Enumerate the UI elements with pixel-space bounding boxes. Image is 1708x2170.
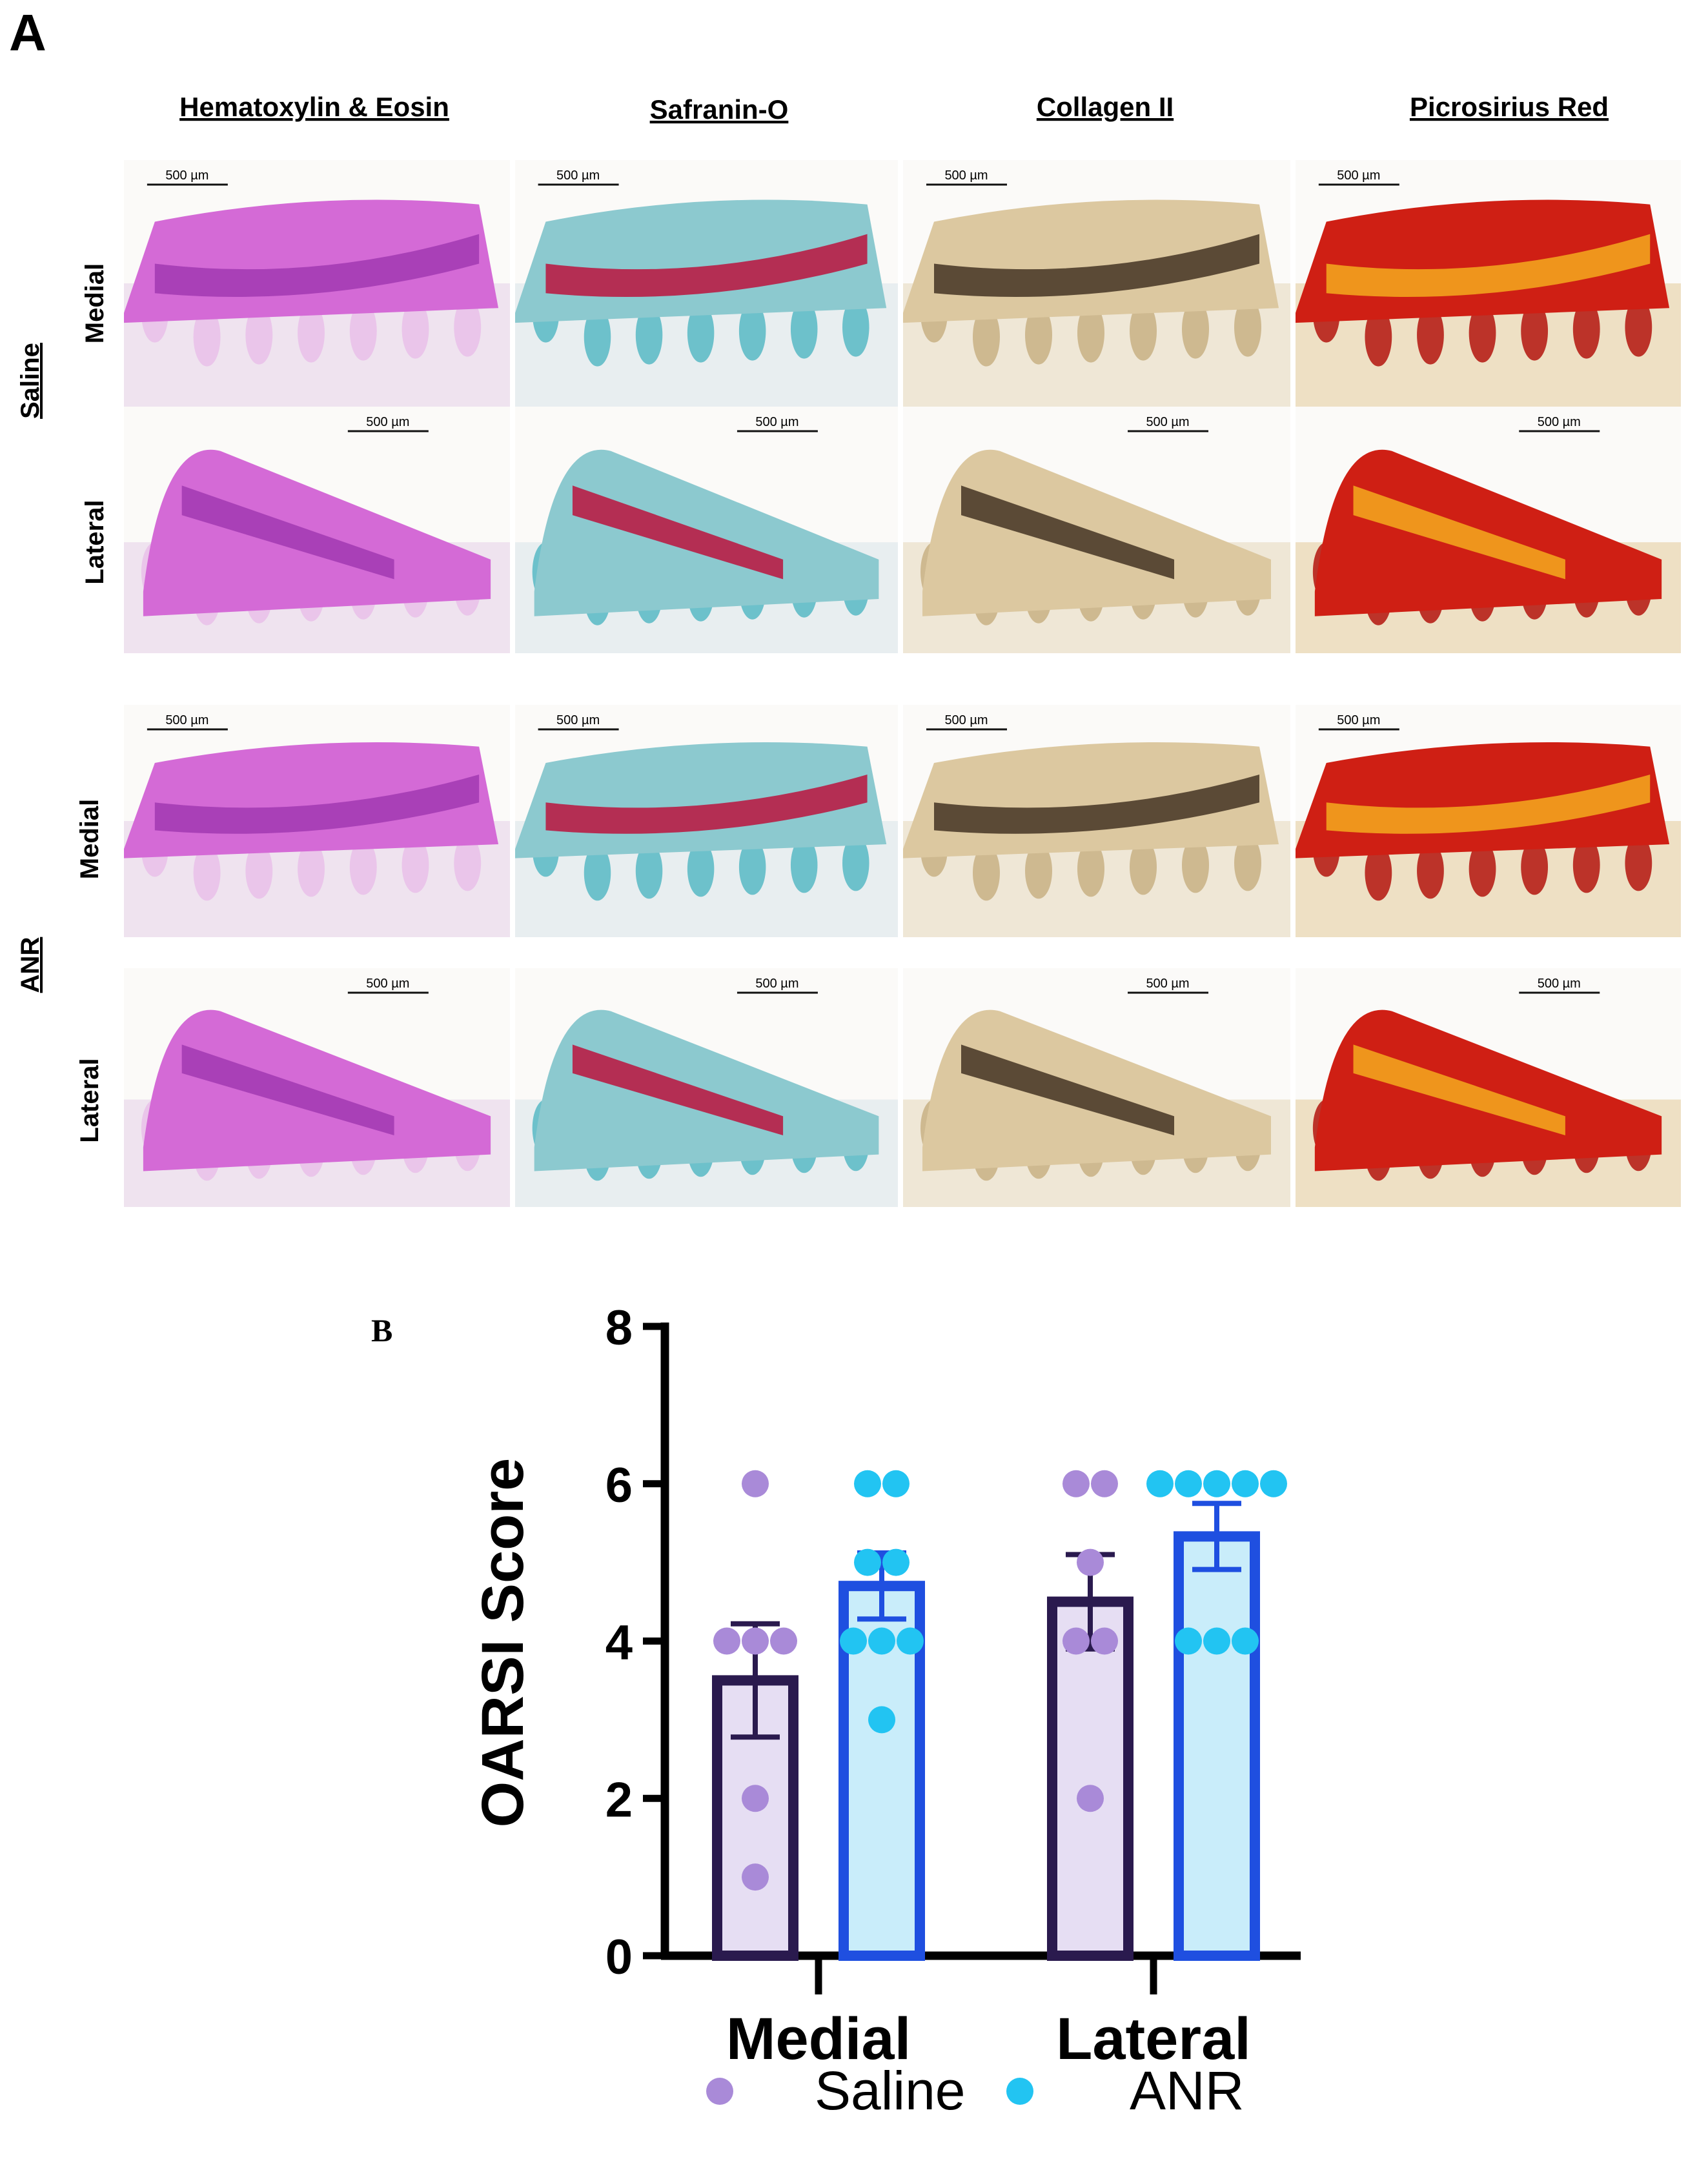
scale-bar-label: 500 µm [1146, 977, 1189, 991]
scale-bar-label: 500 µm [1538, 415, 1581, 429]
y-tick-label: 0 [605, 1930, 633, 1985]
scale-bar-label: 500 µm [366, 977, 409, 991]
data-point-saline [1091, 1627, 1118, 1655]
micrograph-saline-medial-he: 500 µm [124, 160, 510, 407]
scale-bar-label: 500 µm [755, 415, 798, 429]
region-label-saline-medial: Medial [81, 263, 109, 343]
micrograph-anr-lateral-col: 500 µm [903, 968, 1290, 1207]
scale-bar-label: 500 µm [366, 415, 409, 429]
data-point-anr [1232, 1627, 1259, 1655]
micrograph-saline-lateral-pic: 500 µm [1296, 407, 1681, 653]
data-point-saline [742, 1470, 769, 1497]
y-tick-label: 6 [605, 1458, 633, 1513]
x-tick-label-medial: Medial [726, 2006, 911, 2072]
data-point-anr [854, 1548, 881, 1576]
y-tick-label: 8 [605, 1301, 633, 1355]
row-labels: Saline Medial Lateral ANR Medial Lateral [16, 263, 109, 1143]
scale-bar-label: 500 µm [165, 168, 208, 183]
micrograph-saline-lateral-he: 500 µm [124, 407, 510, 653]
oarsi-bar-chart: 0 2 4 6 8 OARSI Score Medial Lateral Saline ANR [470, 1301, 1301, 2121]
micrograph-anr-lateral-pic: 500 µm [1296, 968, 1681, 1207]
data-point-saline [713, 1627, 740, 1655]
y-axis-label: OARSI Score [470, 1458, 536, 1828]
data-point-saline [1062, 1470, 1090, 1497]
micrograph-grid: 500 µm 500 µm 500 µm 500 µm 500 µm 500 µm 500 … [124, 160, 1681, 1207]
stain-header-picrosirius: Picrosirius Red [1410, 92, 1609, 122]
y-tick-label: 2 [605, 1772, 633, 1827]
micrograph-saline-medial-col: 500 µm [903, 160, 1290, 407]
micrograph-saline-lateral-saf: 500 µm [515, 407, 898, 653]
scale-bar-label: 500 µm [165, 713, 208, 727]
bar-saline-lateral [1047, 1596, 1134, 1961]
data-point-anr [1175, 1627, 1202, 1655]
data-point-anr [882, 1548, 910, 1576]
data-point-saline [742, 1863, 769, 1891]
data-point-saline [770, 1627, 797, 1655]
micrograph-anr-medial-pic: 500 µm [1296, 705, 1681, 937]
micrograph-saline-lateral-col: 500 µm [903, 407, 1290, 653]
micrograph-anr-lateral-he: 500 µm [124, 968, 510, 1207]
stain-header-safranin: Safranin-O [650, 94, 789, 125]
data-point-anr [840, 1627, 867, 1655]
scale-bar-label: 500 µm [1337, 168, 1380, 183]
micrograph-anr-lateral-saf: 500 µm [515, 968, 898, 1207]
scale-bar-label: 500 µm [944, 168, 988, 183]
micrograph-anr-medial-he: 500 µm [124, 705, 510, 937]
scale-bar-label: 500 µm [755, 977, 798, 991]
data-point-anr [882, 1470, 910, 1497]
group-label-saline: Saline [16, 343, 45, 419]
data-point-anr [1260, 1470, 1287, 1497]
stain-header-he: Hematoxylin & Eosin [179, 92, 449, 122]
data-point-saline [1077, 1548, 1104, 1576]
data-point-anr [854, 1470, 881, 1497]
data-point-saline [742, 1785, 769, 1812]
scale-bar-label: 500 µm [1337, 713, 1380, 727]
stain-header-collagen: Collagen II [1037, 92, 1174, 122]
panel-a-letter: A [9, 4, 46, 61]
data-point-saline [1091, 1470, 1118, 1497]
region-label-saline-lateral: Lateral [81, 500, 109, 584]
micrograph-saline-medial-pic: 500 µm [1296, 160, 1681, 407]
data-point-anr [868, 1706, 895, 1734]
data-point-anr [1203, 1470, 1230, 1497]
scale-bar-label: 500 µm [556, 713, 600, 727]
data-point-anr [1203, 1627, 1230, 1655]
data-point-anr [868, 1627, 895, 1655]
region-label-anr-medial: Medial [76, 799, 104, 879]
region-label-anr-lateral: Lateral [76, 1058, 104, 1142]
stain-headers: Hematoxylin & Eosin Safranin-O Collagen … [179, 92, 1609, 125]
scale-bar-label: 500 µm [1538, 977, 1581, 991]
micrograph-anr-medial-saf: 500 µm [515, 705, 898, 937]
y-tick-label: 4 [605, 1616, 633, 1670]
legend-marker-anr [1006, 2078, 1033, 2105]
scale-bar-label: 500 µm [556, 168, 600, 183]
panel-b-letter: B [371, 1312, 392, 1348]
legend-label-saline: Saline [815, 2060, 966, 2121]
data-point-saline [1062, 1627, 1090, 1655]
group-label-anr: ANR [16, 937, 45, 993]
micrograph-saline-medial-saf: 500 µm [515, 160, 898, 407]
data-point-saline [742, 1627, 769, 1655]
data-point-anr [1232, 1470, 1259, 1497]
x-tick-label-lateral: Lateral [1056, 2006, 1251, 2072]
scale-bar-label: 500 µm [944, 713, 988, 727]
bar-anr-lateral [1174, 1531, 1260, 1961]
legend-label-anr: ANR [1130, 2060, 1244, 2121]
legend-marker-saline [706, 2078, 733, 2105]
micrograph-anr-medial-col: 500 µm [903, 705, 1290, 937]
data-point-saline [1077, 1785, 1104, 1812]
data-point-anr [1175, 1470, 1202, 1497]
data-point-anr [1146, 1470, 1174, 1497]
scale-bar-label: 500 µm [1146, 415, 1189, 429]
data-point-anr [897, 1627, 924, 1655]
